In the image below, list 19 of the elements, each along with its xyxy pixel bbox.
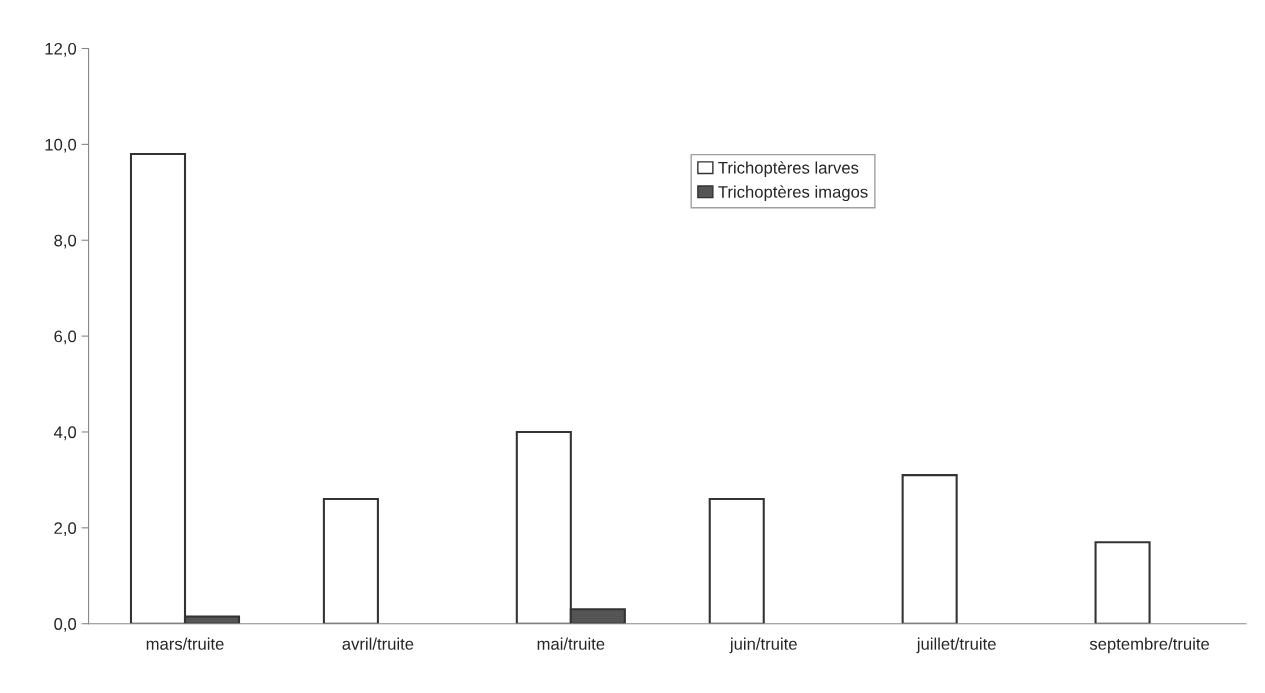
y-tick-label: 12,0 (45, 42, 77, 57)
y-tick-label: 8,0 (54, 234, 77, 249)
x-tick-label: mai/truite (537, 637, 605, 650)
x-tick-label: septembre/truite (1089, 637, 1210, 654)
legend-label: Trichoptères larves (718, 161, 859, 178)
y-tick-label: 0,0 (54, 618, 77, 632)
legend-label: Trichoptères imagos (718, 185, 868, 202)
x-tick-label: juillet/truite (916, 637, 996, 654)
x-tick-label: avril/truite (342, 637, 414, 650)
y-tick-label: 2,0 (54, 522, 77, 537)
x-tick-label: juin/truite (729, 637, 797, 654)
y-tick-label: 10,0 (45, 138, 77, 153)
bar (322, 498, 379, 624)
y-tick-label: 6,0 (54, 330, 77, 345)
x-tick-label: mars/truite (146, 637, 224, 650)
bar (708, 498, 765, 624)
bar (1094, 541, 1151, 624)
bar (901, 474, 958, 624)
y-tick-label: 4,0 (53, 426, 77, 441)
